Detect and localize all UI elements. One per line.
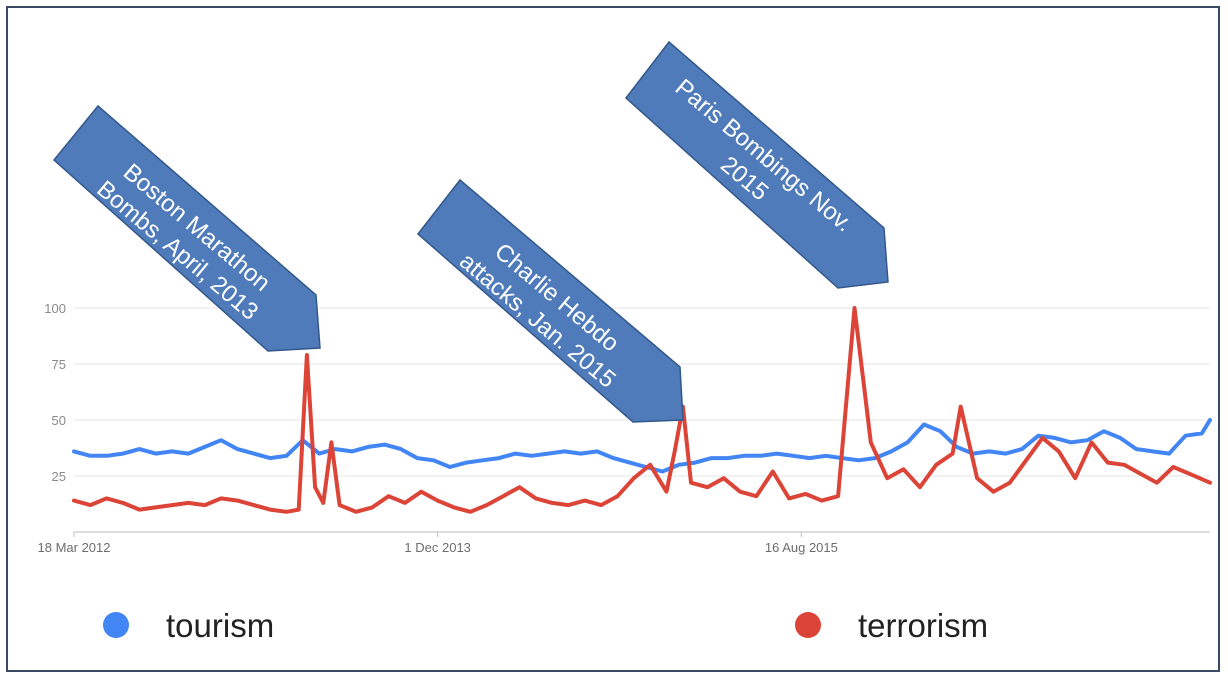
callout-3: Paris Bombings Nov.2015	[624, 40, 889, 289]
series-layer	[72, 306, 1212, 514]
y-axis: 25 50 75 100	[44, 301, 66, 484]
x-axis: 18 Mar 2012 1 Dec 2013 16 Aug 2015	[38, 532, 838, 555]
legend-item-terrorism: terrorism	[795, 607, 988, 644]
x-tick-label: 18 Mar 2012	[38, 540, 111, 555]
x-tick-label: 1 Dec 2013	[404, 540, 471, 555]
y-tick-label: 25	[52, 469, 66, 484]
callout-2: Charlie Hebdoattacks, Jan. 2015	[416, 178, 684, 423]
x-tick-label: 16 Aug 2015	[765, 540, 838, 555]
legend-item-tourism: tourism	[103, 607, 274, 644]
y-tick-label: 50	[52, 413, 66, 428]
y-tick-label: 100	[44, 301, 66, 316]
legend-marker-tourism	[103, 612, 129, 638]
callout-arrow	[624, 40, 889, 289]
legend-marker-terrorism	[795, 612, 821, 638]
callout-1: Boston MarathonBombs, April, 2013	[52, 104, 321, 352]
callout-arrow	[416, 178, 684, 423]
legend-label-terrorism: terrorism	[858, 607, 988, 644]
legend-label-tourism: tourism	[166, 607, 274, 644]
legend: tourism terrorism	[103, 607, 988, 644]
callout-arrow	[52, 104, 321, 352]
y-tick-label: 75	[52, 357, 66, 372]
annotations: Boston MarathonBombs, April, 2013 Charlie…	[52, 40, 889, 423]
series-line-tourism	[72, 418, 1212, 474]
series-line-terrorism	[72, 306, 1212, 514]
